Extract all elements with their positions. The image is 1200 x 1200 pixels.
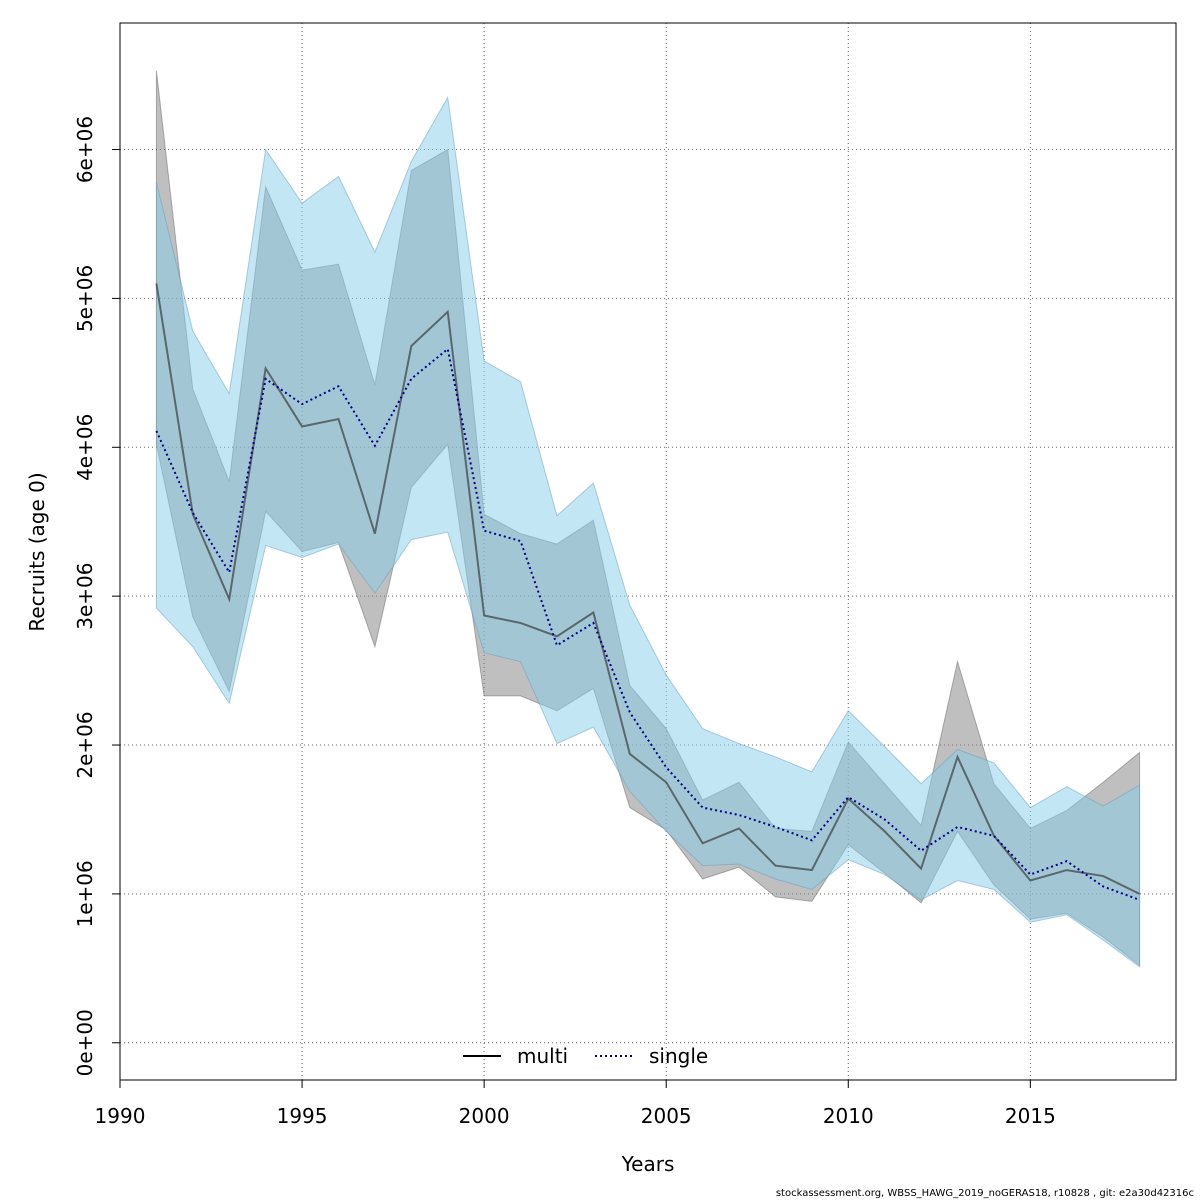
footer-note: stockassessment.org, WBSS_HAWG_2019_noGE… <box>776 1188 1194 1199</box>
legend-single-label: single <box>649 1044 708 1068</box>
y-tick-label: 4e+06 <box>73 414 97 481</box>
y-tick-label: 5e+06 <box>73 265 97 332</box>
y-tick-label: 3e+06 <box>73 563 97 630</box>
legend-multi-label: multi <box>517 1044 568 1068</box>
y-axis-title: Recruits (age 0) <box>25 472 49 631</box>
series-lines <box>155 283 1141 901</box>
x-tick-label: 1995 <box>277 1104 328 1128</box>
y-tick-label: 6e+06 <box>73 116 97 183</box>
x-tick-label: 2000 <box>459 1104 510 1128</box>
y-axis: 0e+00 1e+06 2e+06 3e+06 4e+06 5e+06 6e+06 <box>73 116 121 1076</box>
y-tick-label: 0e+00 <box>73 1009 97 1076</box>
y-tick-label: 2e+06 <box>73 711 97 778</box>
x-axis: 1990 1995 2000 2005 2010 2015 <box>95 1079 1056 1128</box>
x-axis-title: Years <box>621 1152 675 1176</box>
x-tick-label: 1990 <box>95 1104 146 1128</box>
legend: multi single <box>463 1044 708 1068</box>
confidence-bands <box>155 70 1141 968</box>
x-tick-label: 2015 <box>1005 1104 1056 1128</box>
x-tick-label: 2010 <box>823 1104 874 1128</box>
line-single <box>155 347 1140 901</box>
line-multi <box>155 283 1141 895</box>
y-tick-label: 1e+06 <box>73 860 97 927</box>
x-tick-label: 2005 <box>641 1104 692 1128</box>
band-single <box>155 95 1141 968</box>
